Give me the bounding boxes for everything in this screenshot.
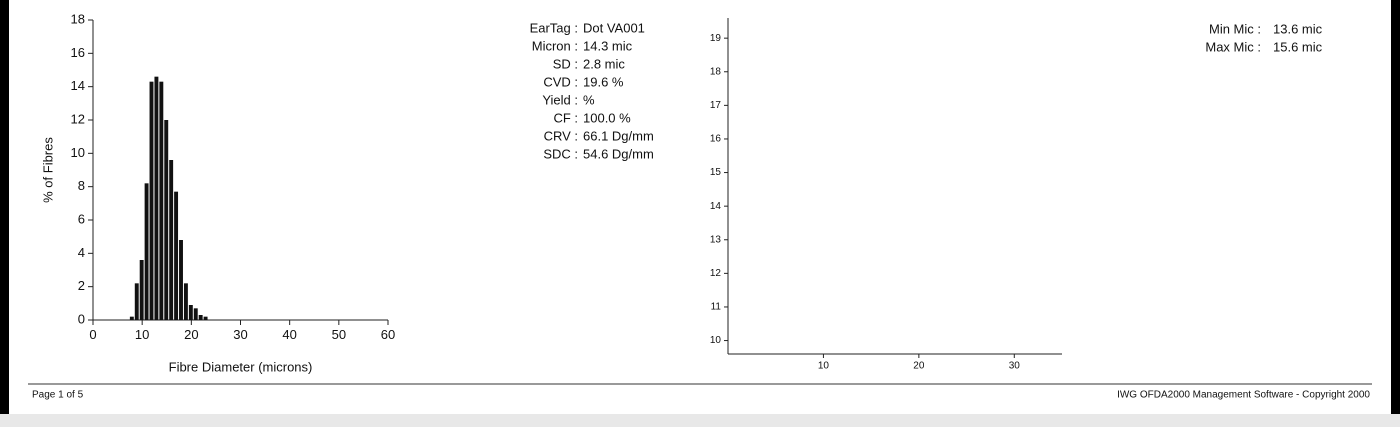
- bar: [134, 283, 139, 320]
- stat-label: SDC :: [543, 146, 578, 161]
- x-tick-label: 20: [184, 327, 198, 342]
- y-tick-label: 13: [710, 234, 722, 245]
- y-tick-label: 10: [710, 335, 722, 346]
- y-tick-label: 14: [710, 201, 722, 212]
- y-tick-label: 14: [71, 78, 85, 93]
- bar: [169, 160, 174, 320]
- y-tick-label: 17: [710, 100, 722, 111]
- x-tick-label: 30: [1009, 361, 1021, 372]
- bar: [198, 315, 203, 320]
- y-tick-label: 18: [710, 66, 722, 77]
- bar: [183, 283, 188, 320]
- stat-label: Yield :: [542, 92, 578, 107]
- stat-value: 14.3 mic: [583, 38, 633, 53]
- bar: [193, 308, 198, 320]
- y-tick-label: 12: [710, 268, 722, 279]
- range-label: Min Mic :: [1209, 21, 1261, 36]
- right-edge: [1391, 0, 1400, 427]
- x-tick-label: 60: [381, 327, 395, 342]
- range-value: 15.6 mic: [1273, 39, 1323, 54]
- x-tick-label: 30: [233, 327, 247, 342]
- y-tick-label: 16: [710, 134, 722, 145]
- x-tick-label: 0: [89, 327, 96, 342]
- stat-value: 100.0 %: [583, 110, 631, 125]
- stat-value: Dot VA001: [583, 20, 645, 35]
- x-tick-label: 10: [818, 361, 830, 372]
- x-tick-label: 50: [332, 327, 346, 342]
- bar: [139, 260, 144, 320]
- bar: [149, 81, 154, 321]
- y-tick-label: 18: [71, 11, 85, 26]
- x-tick-label: 40: [282, 327, 296, 342]
- stat-label: SD :: [553, 56, 578, 71]
- bar: [144, 183, 149, 320]
- y-tick-label: 16: [71, 45, 85, 60]
- bar: [154, 76, 159, 321]
- y-tick-label: 19: [710, 33, 722, 44]
- range-value: 13.6 mic: [1273, 21, 1323, 36]
- stat-label: CRV :: [544, 128, 578, 143]
- y-tick-label: 15: [710, 167, 722, 178]
- range-label: Max Mic :: [1205, 39, 1261, 54]
- y-tick-label: 2: [78, 278, 85, 293]
- bar: [164, 120, 169, 320]
- y-tick-label: 12: [71, 111, 85, 126]
- bar: [179, 240, 183, 320]
- x-tick-label: 10: [135, 327, 149, 342]
- page-bottom: [0, 414, 1400, 427]
- stat-value: 54.6 Dg/mm: [583, 146, 654, 161]
- stat-label: CVD :: [543, 74, 578, 89]
- y-tick-label: 11: [711, 302, 722, 313]
- bar: [129, 316, 134, 320]
- y-tick-label: 6: [78, 211, 85, 226]
- copyright: IWG OFDA2000 Management Software - Copyr…: [1117, 390, 1370, 401]
- y-tick-label: 8: [78, 178, 85, 193]
- page-number: Page 1 of 5: [32, 390, 84, 401]
- stat-value: 66.1 Dg/mm: [583, 128, 654, 143]
- y-tick-label: 10: [71, 145, 85, 160]
- stat-label: CF :: [553, 110, 578, 125]
- y-tick-label: 4: [78, 245, 85, 260]
- y-axis-label: % of Fibres: [40, 137, 55, 203]
- bar: [188, 305, 193, 320]
- x-tick-label: 20: [913, 361, 925, 372]
- stat-value: %: [583, 92, 595, 107]
- stat-label: Micron :: [532, 38, 578, 53]
- bar: [203, 316, 208, 320]
- stat-label: EarTag :: [530, 20, 578, 35]
- left-edge: [0, 0, 9, 427]
- y-tick-label: 0: [78, 311, 85, 326]
- x-axis-label: Fibre Diameter (microns): [169, 359, 313, 374]
- stat-value: 2.8 mic: [583, 56, 625, 71]
- bar: [159, 81, 164, 321]
- bar: [174, 191, 179, 320]
- stat-value: 19.6 %: [583, 74, 624, 89]
